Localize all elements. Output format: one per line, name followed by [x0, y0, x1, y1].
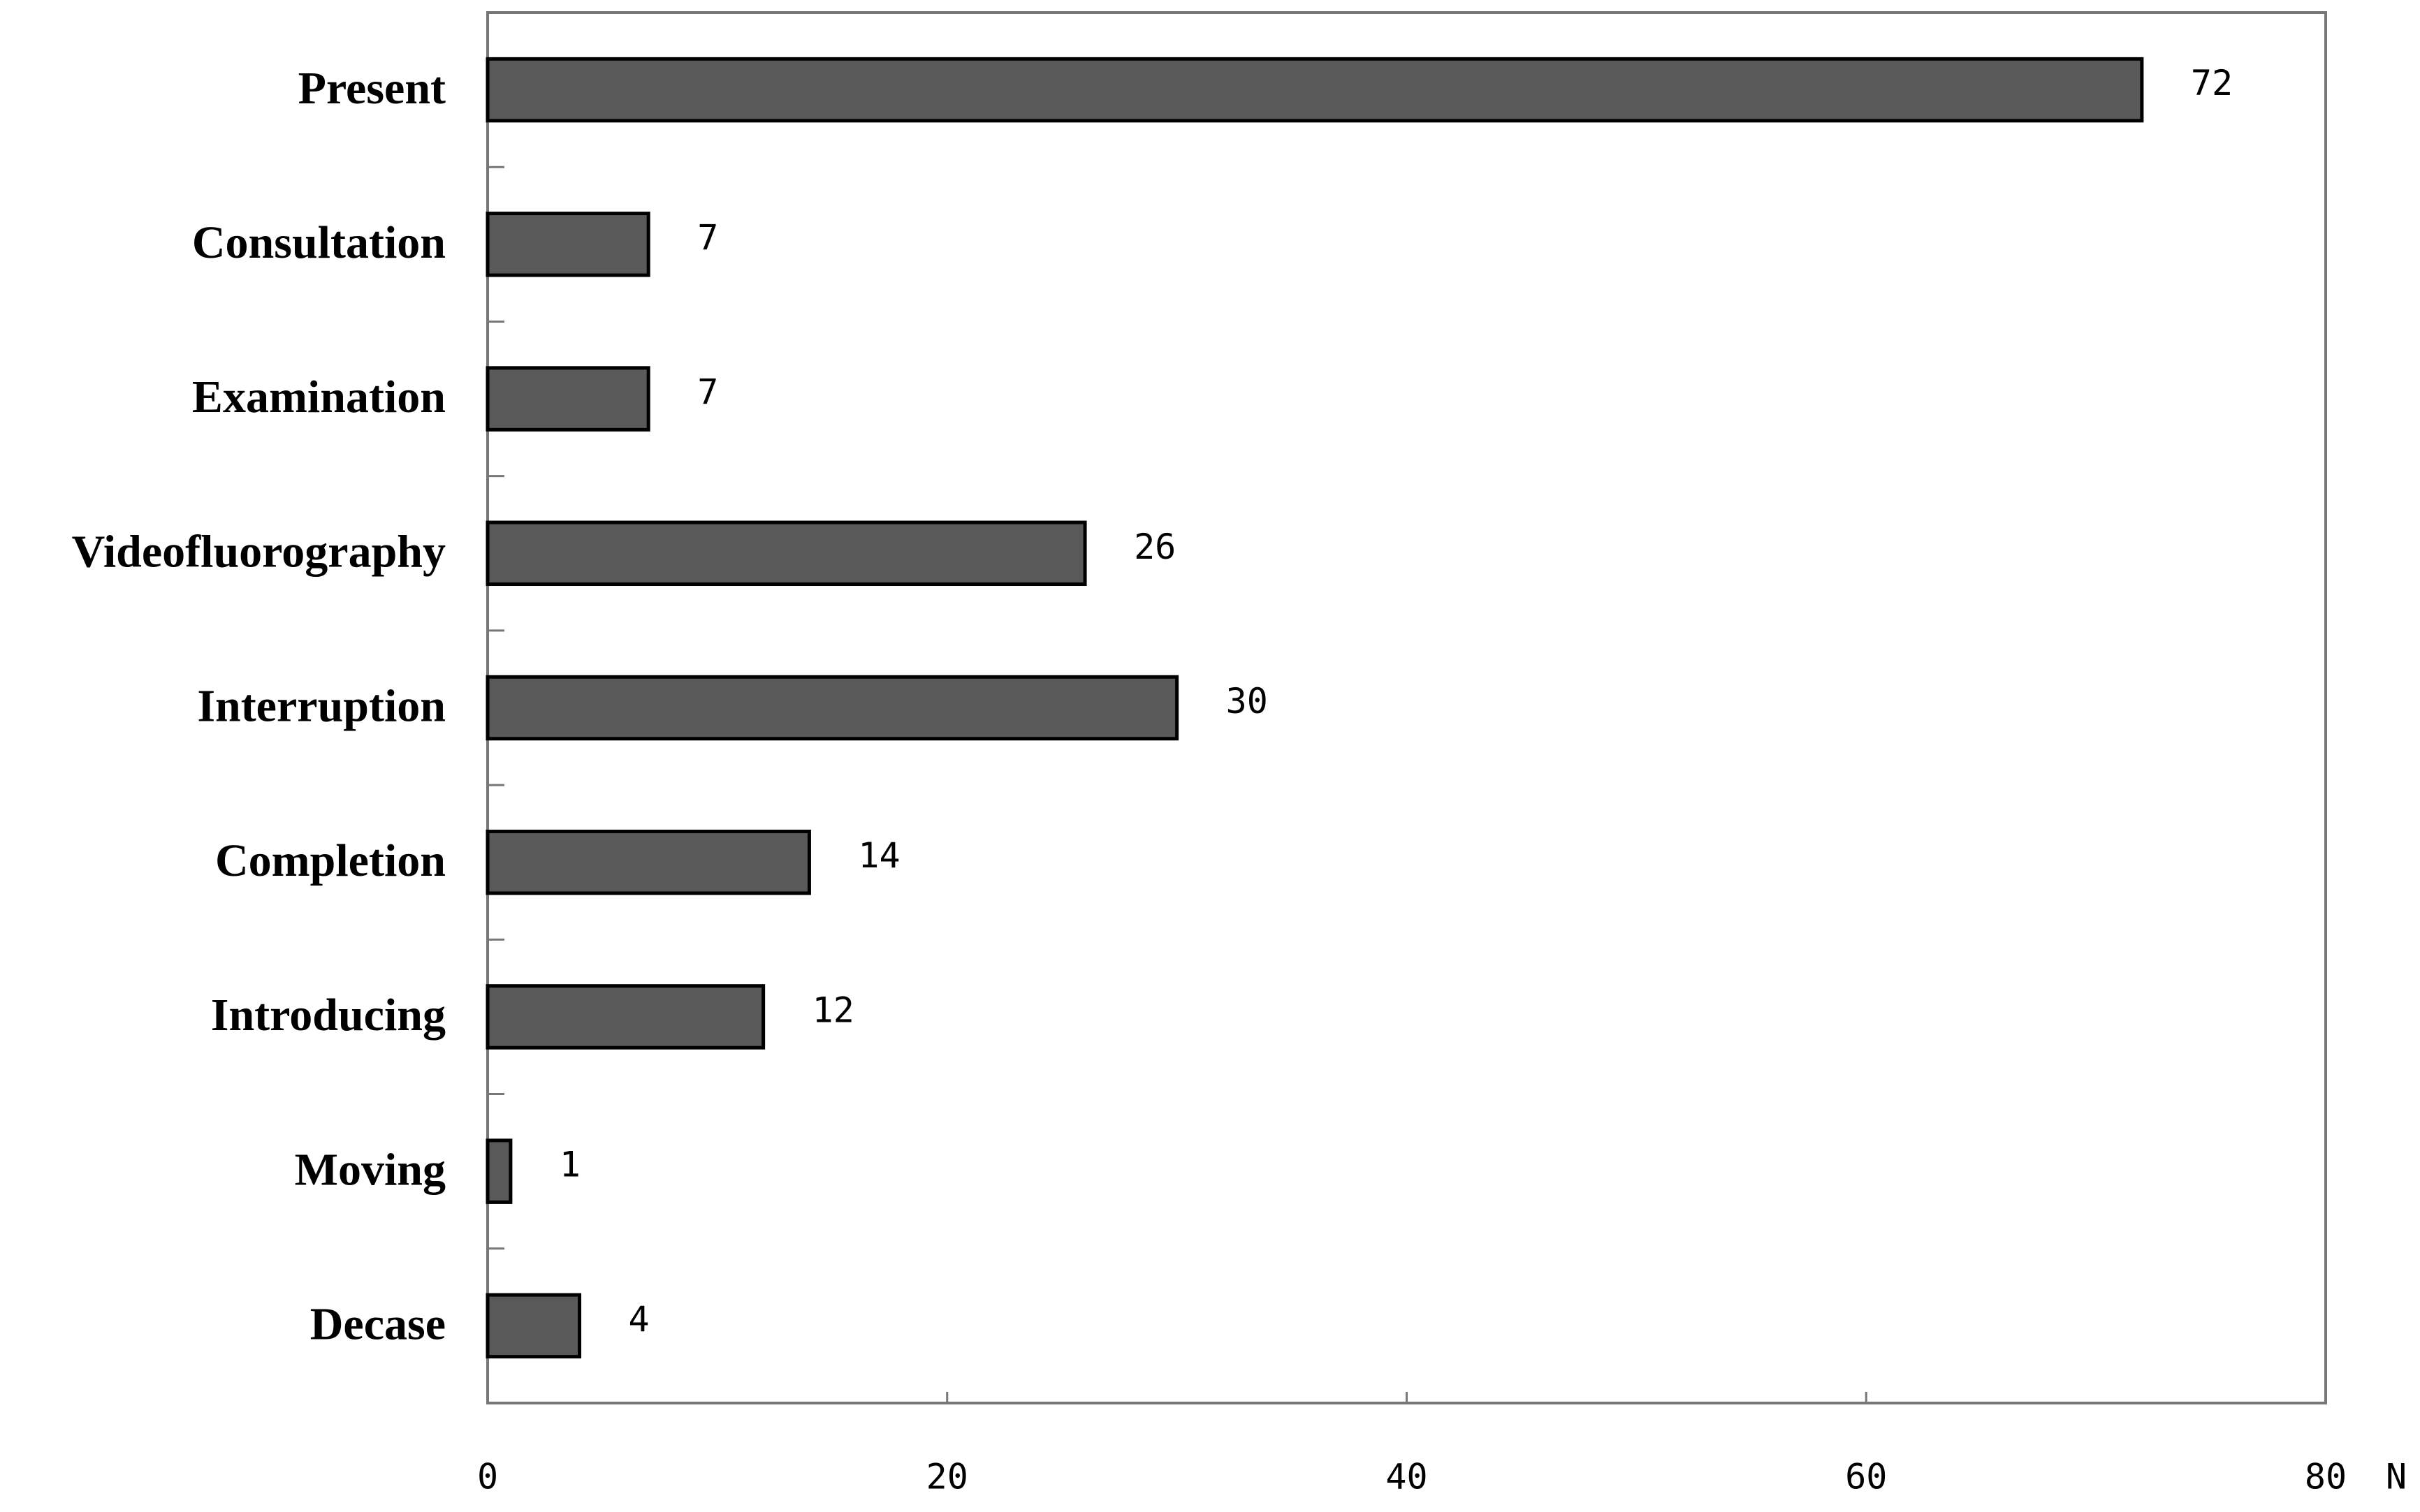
value-label: 4 — [629, 1299, 650, 1339]
x-axis-label: N — [2386, 1457, 2407, 1497]
x-tick-label: 60 — [1845, 1457, 1887, 1497]
x-tick-label: 40 — [1385, 1457, 1427, 1497]
value-label: 14 — [858, 835, 900, 876]
x-tick-label: 80 — [2305, 1457, 2347, 1497]
y-tick-label: Videofluorography — [72, 526, 446, 577]
value-label: 7 — [697, 372, 718, 413]
x-tick-label: 0 — [477, 1457, 498, 1497]
value-label: 30 — [1226, 681, 1268, 721]
bar — [486, 675, 1179, 741]
bar — [486, 212, 650, 277]
y-tick-label: Examination — [192, 372, 446, 423]
y-tick-label: Introducing — [211, 990, 446, 1041]
value-label: 1 — [560, 1145, 581, 1185]
bar — [486, 520, 1087, 587]
y-tick-label: Consultation — [192, 217, 446, 268]
y-tick-label: Present — [298, 63, 446, 114]
y-tick-label: Decase — [310, 1299, 446, 1350]
y-tick-label: Moving — [295, 1144, 446, 1195]
bar — [486, 1138, 513, 1204]
value-label: 72 — [2191, 63, 2233, 103]
bar — [486, 1293, 582, 1359]
y-tick-label: Completion — [215, 835, 446, 886]
value-label: 26 — [1134, 527, 1176, 567]
x-tick-label: 20 — [926, 1457, 968, 1497]
value-label: 12 — [812, 990, 854, 1030]
bar — [486, 984, 766, 1050]
bar — [486, 57, 2144, 123]
bar — [486, 829, 811, 895]
y-tick-label: Interruption — [197, 681, 446, 732]
value-label: 7 — [697, 217, 718, 258]
bar — [486, 366, 650, 432]
